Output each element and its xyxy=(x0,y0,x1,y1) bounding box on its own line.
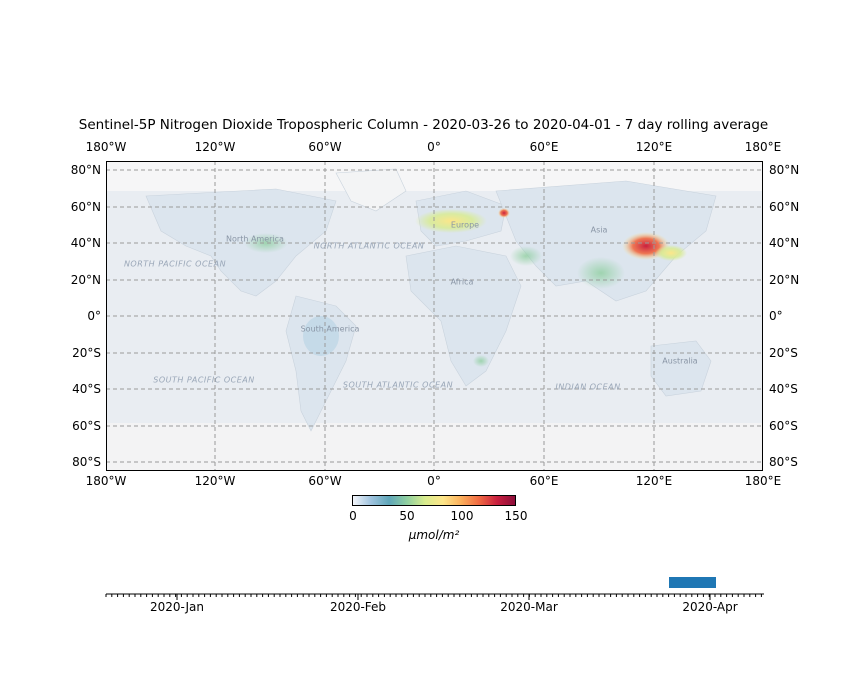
lat-tick-right: 20°S xyxy=(769,346,798,360)
map-title: Sentinel-5P Nitrogen Dioxide Tropospheri… xyxy=(78,117,769,133)
land-australia xyxy=(650,340,712,397)
lat-tick-right: 40°N xyxy=(769,236,800,250)
lat-tick-left: 80°N xyxy=(70,163,101,177)
lat-tick-left: 40°N xyxy=(70,236,101,250)
colorbar-tick: 100 xyxy=(450,509,474,523)
lat-tick-left: 60°N xyxy=(70,200,101,214)
lat-tick-right: 0° xyxy=(769,309,783,323)
timeline-label-feb: 2020-Feb xyxy=(329,600,387,614)
lat-tick-left: 0° xyxy=(87,309,101,323)
lon-tick-top: 180°E xyxy=(744,140,782,154)
timeline-axis[interactable] xyxy=(100,570,772,602)
lon-tick-top: 120°W xyxy=(194,140,236,154)
lat-tick-right: 80°N xyxy=(769,163,800,177)
timeline-label-mar: 2020-Mar xyxy=(500,600,558,614)
label-south-america: South America xyxy=(300,324,360,334)
label-south-pacific: SOUTH PACIFIC OCEAN xyxy=(153,375,255,385)
no2-south-africa xyxy=(473,355,489,367)
no2-moscow xyxy=(498,208,510,218)
colorbar-tick: 0 xyxy=(349,509,357,523)
colorbar-unit-label: μmol/m² xyxy=(408,528,460,542)
lon-tick-top: 120°E xyxy=(635,140,673,154)
no2-india xyxy=(577,257,625,289)
label-indian-ocean: INDIAN OCEAN xyxy=(555,382,621,392)
no2-south-america xyxy=(303,316,339,356)
label-europe: Europe xyxy=(450,220,480,230)
lat-tick-right: 20°N xyxy=(769,273,800,287)
lon-tick-top: 60°E xyxy=(529,140,559,154)
label-africa: Africa xyxy=(450,277,474,287)
lat-tick-left: 60°S xyxy=(72,419,101,433)
lon-tick-bottom: 180°E xyxy=(744,474,782,488)
timeline-selected-window[interactable] xyxy=(669,577,716,588)
lon-tick-bottom: 60°W xyxy=(308,474,342,488)
colorbar-tick: 150 xyxy=(504,509,528,523)
timeline-label-jan: 2020-Jan xyxy=(149,600,205,614)
timeline-label-apr: 2020-Apr xyxy=(682,600,738,614)
lon-tick-top: 180°W xyxy=(85,140,127,154)
lon-tick-bottom: 0° xyxy=(427,474,441,488)
no2-middle-east xyxy=(510,246,542,266)
no2-china-plume xyxy=(655,245,687,261)
label-asia: Asia xyxy=(590,225,608,235)
lon-tick-top: 60°W xyxy=(308,140,342,154)
lat-tick-right: 40°S xyxy=(769,382,798,396)
lat-tick-right: 80°S xyxy=(769,455,798,469)
colorbar xyxy=(352,495,516,506)
no2-europe xyxy=(415,209,487,233)
label-australia: Australia xyxy=(662,356,698,366)
lon-tick-top: 0° xyxy=(427,140,441,154)
label-north-america: North America xyxy=(226,234,284,244)
lon-tick-bottom: 120°E xyxy=(635,474,673,488)
lon-tick-bottom: 120°W xyxy=(194,474,236,488)
lat-tick-right: 60°N xyxy=(769,200,800,214)
map-border xyxy=(106,161,763,471)
lon-tick-bottom: 180°W xyxy=(85,474,127,488)
lat-tick-left: 20°S xyxy=(72,346,101,360)
world-map[interactable] xyxy=(106,161,763,471)
label-north-atlantic: NORTH ATLANTIC OCEAN xyxy=(313,241,425,251)
lat-tick-right: 60°S xyxy=(769,419,798,433)
colorbar-tick: 50 xyxy=(399,509,415,523)
label-south-atlantic: SOUTH ATLANTIC OCEAN xyxy=(342,380,454,390)
lat-tick-left: 40°S xyxy=(72,382,101,396)
lat-tick-left: 80°S xyxy=(72,455,101,469)
lon-tick-bottom: 60°E xyxy=(529,474,559,488)
no2-us-east xyxy=(244,233,288,253)
lat-tick-left: 20°N xyxy=(70,273,101,287)
label-north-pacific: NORTH PACIFIC OCEAN xyxy=(123,259,227,269)
